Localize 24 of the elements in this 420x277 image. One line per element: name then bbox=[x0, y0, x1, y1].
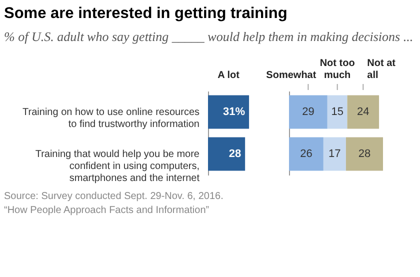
series-label: A lot bbox=[218, 70, 240, 81]
series-label: Not too much bbox=[320, 58, 355, 81]
bar bbox=[289, 137, 324, 171]
bar bbox=[346, 137, 383, 171]
bar bbox=[323, 137, 346, 171]
text: “How People Approach Facts and Information” bbox=[4, 204, 210, 218]
bar bbox=[327, 95, 348, 129]
series-label: Not at all bbox=[367, 58, 396, 81]
chart-title: Some are interested in getting training bbox=[4, 5, 288, 23]
data-label: 17 bbox=[328, 148, 341, 160]
chart-subtitle: % of U.S. adult who say getting _____ would help them in making decisions ... bbox=[4, 29, 414, 45]
data-label: 29 bbox=[302, 106, 314, 118]
y-tick-label: Training on how to use online resources to find trustworthy information bbox=[22, 107, 200, 130]
data-label: 26 bbox=[300, 148, 312, 160]
data-label: 28 bbox=[228, 148, 242, 160]
bar bbox=[289, 95, 328, 129]
data-label: 15 bbox=[331, 106, 344, 118]
series-label: Somewhat bbox=[266, 70, 317, 81]
data-label: 31% bbox=[223, 106, 246, 118]
data-label: 24 bbox=[357, 106, 370, 118]
data-label: 28 bbox=[358, 148, 371, 160]
bar bbox=[347, 95, 380, 129]
source-note: Source: Survey conducted Sept. 29-Nov. 6, 2016. bbox=[4, 190, 224, 204]
y-tick-label: Training that would help you be more confident in using computers, smartphones and the internet bbox=[35, 149, 200, 184]
